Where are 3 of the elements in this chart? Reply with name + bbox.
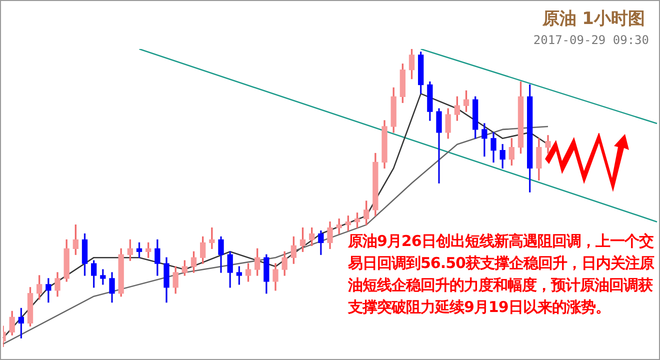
chart-subtitle: 2017-09-29 09:30 xyxy=(533,33,649,47)
chart-title: 原油 1小时图 xyxy=(542,8,645,30)
annotation: 原油9月26日创出短线新高遇阻回调，上一个交易日回调到56.50获支撑企稳回升，日内关注原油短线企稳回升的力度和幅度，预计原油回调获支撑突破阻力延续9月19日以来的涨势。 xyxy=(348,231,654,318)
